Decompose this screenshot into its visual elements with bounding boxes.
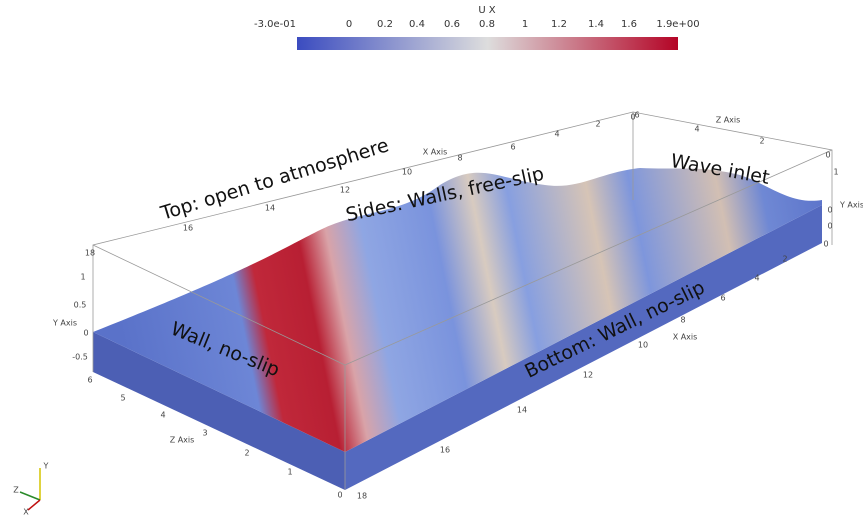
axis-title: X Axis — [673, 333, 698, 342]
axis-tick-label: 14 — [517, 406, 527, 415]
colorbar-tick-label: 0.2 — [377, 19, 393, 30]
axis-tick-label: 0 — [827, 222, 832, 231]
axis-tick-label: 0.5 — [74, 301, 87, 310]
colorbar-tick-label: 1 — [522, 19, 528, 30]
colorbar-tick-label: 1.6 — [621, 19, 637, 30]
axis-title: Y Axis — [839, 201, 863, 210]
axis-tick-label: 8 — [457, 154, 462, 163]
axis-tick-label: 0 — [825, 151, 830, 160]
orientation-triad — [20, 468, 40, 510]
axis-tick-label: 8 — [680, 316, 685, 325]
axis-tick-label: 18 — [357, 492, 367, 501]
colorbar-tick-label: 0.8 — [479, 19, 495, 30]
axis-title: Z Axis — [716, 116, 741, 125]
axis-tick-label: 14 — [265, 204, 275, 213]
axis-tick-label: 5 — [120, 394, 125, 403]
render-view: U X -3.0e-01 0 0.2 0.4 0.6 0.8 1 1.2 1.4 1.6 1.9e+0… — [0, 0, 863, 521]
colorbar-tick-label: 1.4 — [588, 19, 604, 30]
colorbar-tick-label: -3.0e-01 — [254, 19, 296, 30]
axis-tick-label: 1 — [833, 168, 838, 177]
axis-tick-label: 6 — [87, 376, 92, 385]
axis-tick-label: 16 — [183, 224, 193, 233]
colorbar — [297, 37, 678, 50]
colorbar-tick-label: 1.2 — [551, 19, 567, 30]
axis-title: Z Axis — [170, 436, 195, 445]
axis-tick-label: 1 — [287, 468, 292, 477]
colorbar-tick-label: 0 — [346, 19, 352, 30]
axis-tick-label: 0 — [337, 491, 342, 500]
axis-tick-label: 2 — [759, 137, 764, 146]
axis-tick-label: 1 — [80, 273, 85, 282]
axis-tick-label: 0 — [827, 206, 832, 215]
axis-tick-label: 10 — [638, 341, 648, 350]
axis-tick-label: 2 — [244, 449, 249, 458]
axis-tick-label: 4 — [160, 411, 165, 420]
axis-tick-label: -0.5 — [72, 353, 88, 362]
axis-tick-label: 18 — [85, 249, 95, 258]
axis-tick-label: 4 — [554, 130, 559, 139]
axis-tick-label: 3 — [202, 429, 207, 438]
triad-label: Z — [13, 486, 19, 495]
axis-tick-label: 12 — [340, 186, 350, 195]
axis-tick-label: 16 — [440, 446, 450, 455]
axis-tick-label: 2 — [782, 255, 787, 264]
axis-tick-label: 10 — [402, 168, 412, 177]
axis-tick-label: 6 — [634, 111, 639, 120]
colorbar-tick-label: 0.6 — [444, 19, 460, 30]
axis-tick-label: 2 — [595, 120, 600, 129]
triad-label: Y — [43, 462, 49, 471]
colorbar-tick-label: 1.9e+00 — [656, 19, 699, 30]
axis-tick-label: 0 — [823, 240, 828, 249]
axis-title: Y Axis — [52, 319, 77, 328]
triad-label: X — [23, 508, 29, 517]
axis-tick-label: 6 — [510, 143, 515, 152]
axis-tick-label: 4 — [694, 125, 699, 134]
axis-tick-label: 12 — [583, 371, 593, 380]
colorbar-title: U X — [478, 5, 495, 16]
axis-title: X Axis — [423, 148, 448, 157]
axis-tick-label: 4 — [754, 274, 759, 283]
axis-tick-label: 6 — [720, 294, 725, 303]
axis-tick-label: 0 — [83, 329, 88, 338]
colorbar-tick-label: 0.4 — [409, 19, 425, 30]
